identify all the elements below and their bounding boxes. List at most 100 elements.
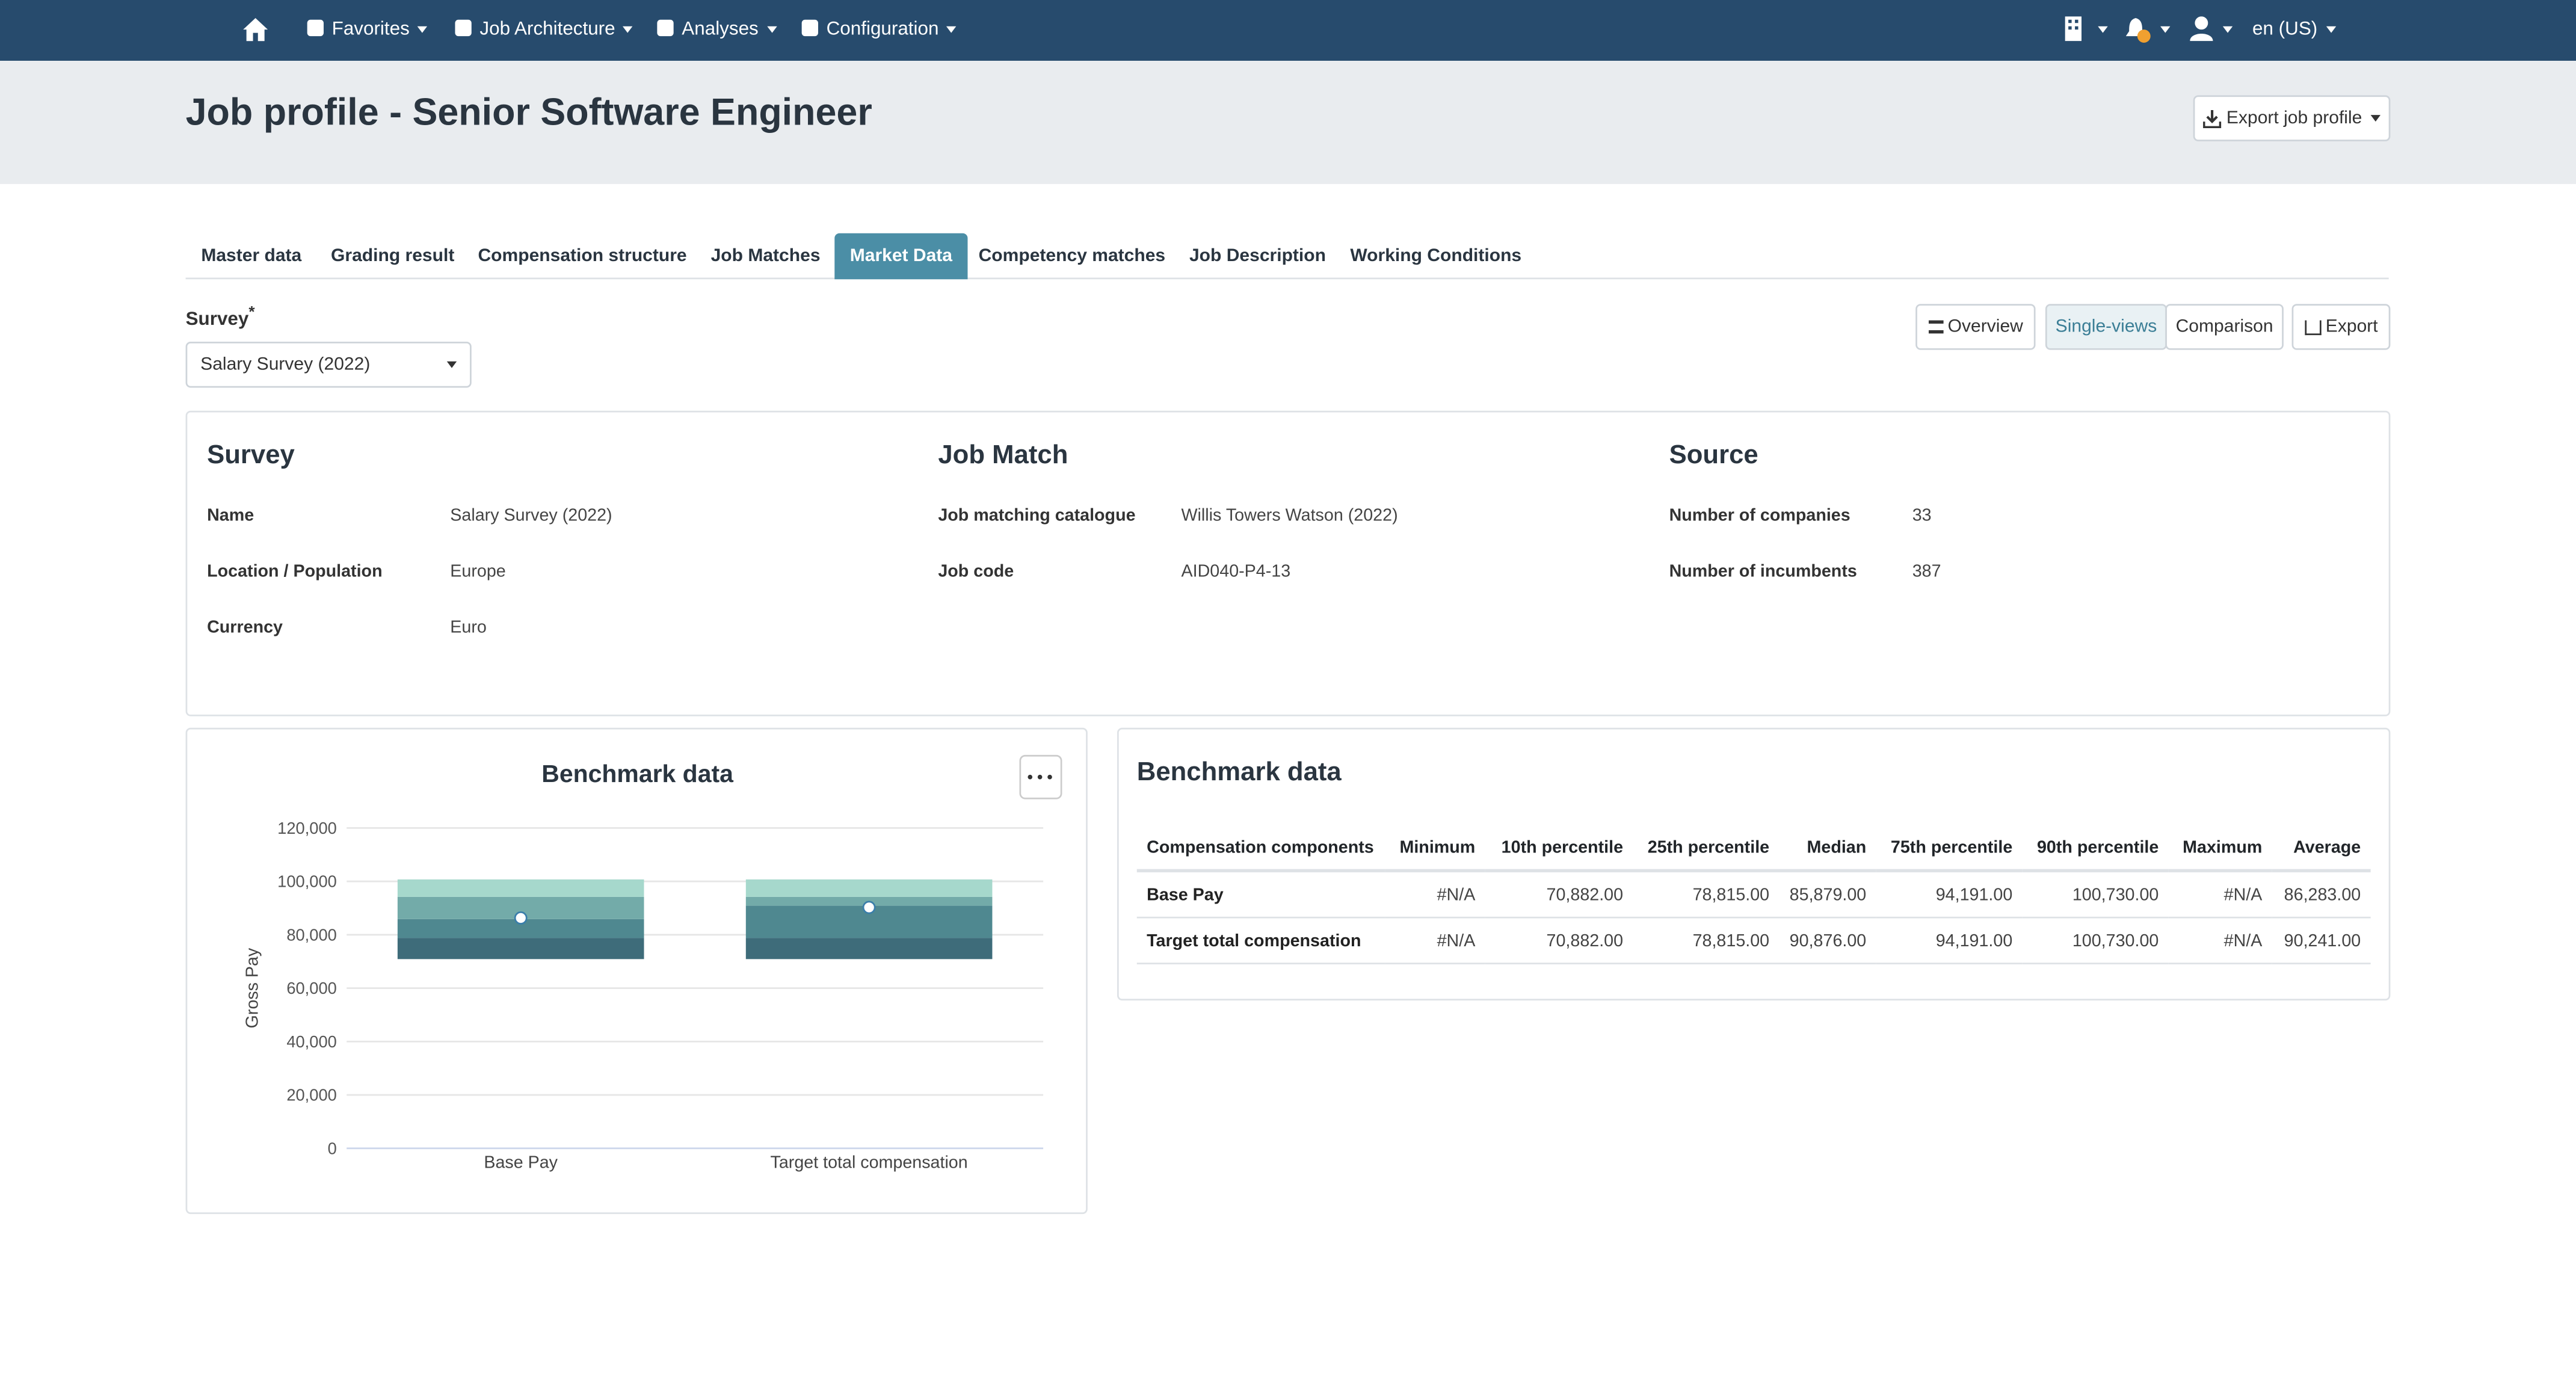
y-tick-label: 120,000 — [277, 819, 337, 837]
home-icon[interactable] — [241, 16, 269, 43]
button-label: Overview — [1948, 317, 2023, 337]
table-cell: #N/A — [1385, 870, 1485, 917]
table-cell: 94,191.00 — [1876, 917, 2023, 963]
column-header: 10th percentile — [1485, 827, 1633, 871]
y-tick-label: 20,000 — [286, 1086, 337, 1104]
view-button[interactable]: Comparison — [2165, 304, 2284, 350]
table-cell: 100,730.00 — [2023, 917, 2169, 963]
caret — [418, 26, 427, 33]
field-label: Job code — [938, 562, 1014, 582]
download-icon — [2204, 109, 2222, 128]
average-marker — [863, 902, 875, 913]
nav-label: Analyses — [682, 20, 758, 40]
bar-segment — [746, 879, 993, 897]
field-value: 33 — [1912, 506, 1932, 526]
section-heading: Job Match — [938, 442, 1068, 472]
bell-icon[interactable] — [2126, 16, 2152, 43]
field-label: Number of incumbents — [1669, 562, 1857, 582]
page-title: Job profile - Senior Software Engineer — [186, 90, 872, 135]
field-value: Salary Survey (2022) — [450, 506, 612, 526]
caret — [2098, 26, 2107, 33]
field-label: Currency — [207, 618, 283, 638]
table-cell: #N/A — [1385, 917, 1485, 963]
nav-item[interactable]: Analyses — [657, 0, 776, 61]
field-label: Location / Population — [207, 562, 383, 582]
table-cell: 94,191.00 — [1876, 870, 2023, 917]
column-header: Compensation components — [1137, 827, 1385, 871]
caret — [447, 362, 457, 368]
menu-dot — [1028, 775, 1032, 780]
tab[interactable]: Market Data — [834, 233, 967, 279]
download-icon — [2304, 319, 2320, 334]
caret — [947, 26, 957, 33]
table-head: Compensation componentsMinimum10th perce… — [1137, 827, 2371, 871]
field-value: Europe — [450, 562, 505, 582]
caret — [623, 26, 633, 33]
table-cell: #N/A — [2169, 870, 2272, 917]
nav-icon — [657, 20, 673, 36]
column-header: Median — [1779, 827, 1876, 871]
nav-item[interactable]: Job Architecture — [455, 0, 633, 61]
nav-label: Configuration — [827, 20, 939, 40]
tab[interactable]: Job Description — [1176, 233, 1339, 279]
nav-item[interactable]: Configuration — [802, 0, 957, 61]
table-body: Base Pay#N/A70,882.0078,815.0085,879.009… — [1137, 870, 2371, 963]
button-label: Single-views — [2056, 317, 2157, 337]
y-axis-title: Gross Pay — [243, 947, 262, 1028]
tab[interactable]: Working Conditions — [1339, 233, 1533, 279]
user-icon[interactable] — [2190, 16, 2213, 41]
field-value: AID040-P4-13 — [1181, 562, 1290, 582]
export-button[interactable]: Export — [2292, 304, 2391, 350]
average-marker — [515, 912, 526, 923]
language-label: en (US) — [2252, 20, 2317, 40]
section-heading: Source — [1669, 442, 1758, 472]
tab[interactable]: Compensation structure — [468, 233, 697, 279]
field-label: Name — [207, 506, 254, 526]
button-label: Comparison — [2176, 317, 2273, 337]
column-header: Maximum — [2169, 827, 2272, 871]
table-row: Target total compensation#N/A70,882.0078… — [1137, 917, 2371, 963]
table-cell: 70,882.00 — [1485, 870, 1633, 917]
survey-select[interactable]: Salary Survey (2022) — [186, 342, 472, 387]
caret — [2160, 26, 2170, 33]
column-header: 90th percentile — [2023, 827, 2169, 871]
tab[interactable]: Grading result — [317, 233, 468, 279]
menu-dot — [1047, 775, 1052, 780]
chart-card: Benchmark data020,00040,00060,00080,0001… — [186, 728, 1088, 1214]
x-tick-label: Base Pay — [484, 1153, 558, 1172]
bar-segment — [398, 938, 644, 959]
table-cell: #N/A — [2169, 917, 2272, 963]
caret — [2326, 26, 2335, 33]
table-cell: 78,815.00 — [1633, 870, 1779, 917]
menu-dot — [1038, 775, 1043, 780]
table-cell: 85,879.00 — [1779, 870, 1876, 917]
survey-label: Survey* — [186, 304, 255, 330]
nav-item[interactable]: Favorites — [307, 0, 428, 61]
table-cell: 78,815.00 — [1633, 917, 1779, 963]
caret — [2370, 115, 2380, 122]
bar-segment — [746, 938, 993, 959]
navbar: Favorites Job Architecture Analyses Configu… — [0, 0, 2576, 61]
view-button[interactable]: Single-views — [2045, 304, 2167, 350]
list-icon — [1928, 321, 1943, 334]
tab[interactable]: Job Matches — [697, 233, 834, 279]
label: Survey — [186, 310, 249, 330]
tab[interactable]: Master data — [186, 233, 317, 279]
language-menu[interactable]: en (US) — [2252, 0, 2335, 61]
view-button[interactable]: Overview — [1915, 304, 2035, 350]
bar-segment — [398, 879, 644, 897]
y-tick-label: 40,000 — [286, 1032, 337, 1051]
table-row: Base Pay#N/A70,882.0078,815.0085,879.009… — [1137, 870, 2371, 917]
tab[interactable]: Competency matches — [967, 233, 1176, 279]
column-header: Average — [2272, 827, 2371, 871]
column-header: Minimum — [1385, 827, 1485, 871]
caret — [2223, 26, 2232, 33]
caret — [766, 26, 776, 33]
export-profile-button[interactable]: Export job profile — [2193, 95, 2391, 141]
building-icon[interactable] — [2063, 16, 2083, 41]
table-cell: 70,882.00 — [1485, 917, 1633, 963]
chart-title: Benchmark data — [541, 760, 734, 787]
